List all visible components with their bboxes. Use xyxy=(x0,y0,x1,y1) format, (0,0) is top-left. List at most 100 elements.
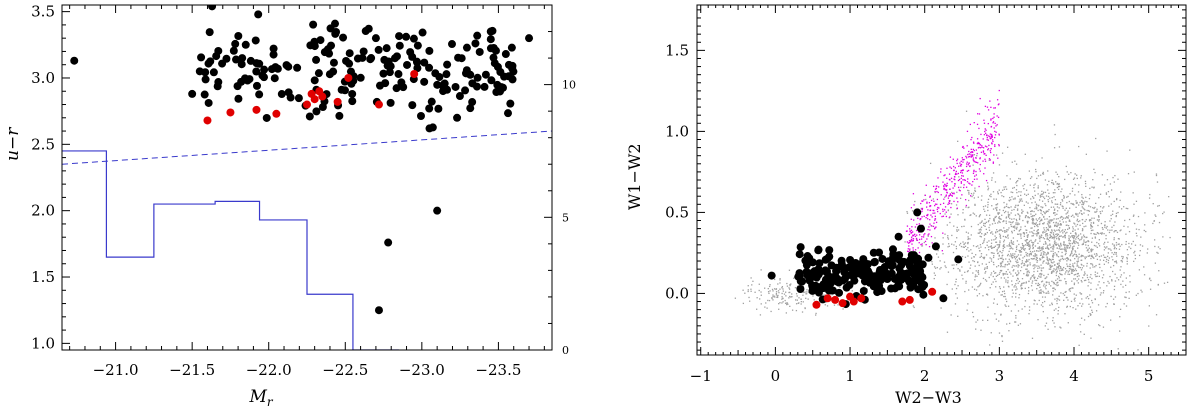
magenta-dot xyxy=(912,234,914,236)
gray-dot xyxy=(1076,223,1079,226)
gray-dot xyxy=(1062,269,1064,271)
left-y-tick-label: 3.0 xyxy=(31,69,55,87)
gray-dot xyxy=(1050,181,1053,184)
gray-dot xyxy=(997,212,1000,214)
magenta-dot xyxy=(954,183,956,185)
magenta-dot xyxy=(953,193,955,195)
gray-dot xyxy=(994,245,997,247)
gray-dot xyxy=(1067,322,1069,324)
gray-dot xyxy=(1158,221,1161,224)
gray-dot xyxy=(944,213,946,215)
gray-dot xyxy=(1051,179,1053,182)
gray-dot xyxy=(1139,244,1142,246)
gray-dot xyxy=(1067,228,1069,230)
magenta-dot xyxy=(971,155,974,157)
gray-dot xyxy=(1041,190,1043,192)
gray-dot xyxy=(1002,235,1005,238)
gray-dot xyxy=(988,226,990,229)
magenta-dot xyxy=(991,143,993,145)
gray-dot xyxy=(1036,232,1039,234)
gray-dot xyxy=(1008,207,1010,209)
gray-dot xyxy=(1065,271,1067,273)
gray-dot xyxy=(1027,212,1029,214)
magenta-dot xyxy=(981,146,983,148)
gray-dot xyxy=(1038,283,1041,286)
magenta-dot xyxy=(972,154,974,156)
gray-dot xyxy=(1000,265,1002,267)
gray-dot xyxy=(998,245,1001,247)
gray-dot xyxy=(1072,241,1075,243)
gray-dot xyxy=(1037,229,1039,231)
magenta-dot xyxy=(975,161,978,164)
gray-dot xyxy=(1029,247,1031,249)
gray-dot xyxy=(1027,274,1030,276)
black-point xyxy=(501,50,510,59)
gray-dot xyxy=(1128,218,1131,221)
black-point xyxy=(413,58,422,67)
gray-dot xyxy=(1052,290,1054,292)
gray-dot xyxy=(1074,250,1076,252)
gray-dot xyxy=(1057,298,1059,300)
gray-dot xyxy=(1059,270,1061,272)
gray-dot xyxy=(1012,241,1015,243)
gray-dot xyxy=(998,255,1000,257)
gray-dot xyxy=(768,299,771,302)
gray-dot xyxy=(1169,236,1171,239)
gray-dot xyxy=(1056,224,1058,226)
gray-dot xyxy=(1042,232,1044,234)
gray-dot xyxy=(988,214,991,216)
gray-dot xyxy=(1019,323,1022,325)
magenta-dot xyxy=(973,160,975,163)
gray-dot xyxy=(1048,263,1050,265)
gray-dot xyxy=(1031,217,1034,220)
gray-dot xyxy=(1031,227,1033,229)
gray-dot xyxy=(1054,214,1056,216)
magenta-dot xyxy=(912,193,915,195)
gray-dot xyxy=(1138,254,1141,257)
magenta-dot xyxy=(943,209,946,211)
gray-dot xyxy=(1020,226,1022,228)
gray-dot xyxy=(1074,273,1077,276)
magenta-dot xyxy=(994,122,996,125)
left-points-layer xyxy=(62,5,552,350)
gray-dot xyxy=(1094,211,1096,213)
gray-dot xyxy=(1012,248,1014,250)
magenta-dot xyxy=(969,165,971,167)
gray-dot xyxy=(1097,232,1099,234)
gray-dot xyxy=(989,217,991,220)
magenta-dot xyxy=(917,247,919,249)
magenta-dot xyxy=(932,209,934,212)
magenta-dot xyxy=(942,215,945,217)
gray-dot xyxy=(1157,246,1160,248)
gray-dot xyxy=(1120,266,1122,268)
gray-dot xyxy=(1058,176,1060,178)
gray-dot xyxy=(767,299,769,302)
gray-dot xyxy=(1034,207,1036,210)
gray-dot xyxy=(983,257,985,260)
gray-dot xyxy=(1157,252,1159,254)
gray-dot xyxy=(1020,263,1023,265)
gray-dot xyxy=(1036,230,1038,232)
gray-dot xyxy=(927,235,929,237)
gray-dot xyxy=(1129,149,1131,151)
gray-dot xyxy=(1014,225,1016,227)
gray-dot xyxy=(1018,249,1020,252)
gray-dot xyxy=(1074,278,1077,280)
gray-dot xyxy=(1016,209,1019,211)
magenta-dot xyxy=(916,239,919,241)
gray-dot xyxy=(980,199,983,201)
gray-dot xyxy=(800,301,802,303)
right-y-tick-label: 0.5 xyxy=(665,203,689,221)
gray-dot xyxy=(1068,219,1071,221)
magenta-dot xyxy=(986,146,988,148)
gray-dot xyxy=(1014,265,1016,267)
gray-dot xyxy=(1084,200,1086,203)
gray-dot xyxy=(1102,254,1105,256)
magenta-dot xyxy=(933,200,935,202)
magenta-dot xyxy=(947,197,950,199)
gray-dot xyxy=(964,256,967,258)
gray-dot xyxy=(985,214,988,216)
gray-dot xyxy=(1017,204,1019,207)
gray-dot xyxy=(1040,289,1042,291)
gray-dot xyxy=(1021,282,1023,285)
